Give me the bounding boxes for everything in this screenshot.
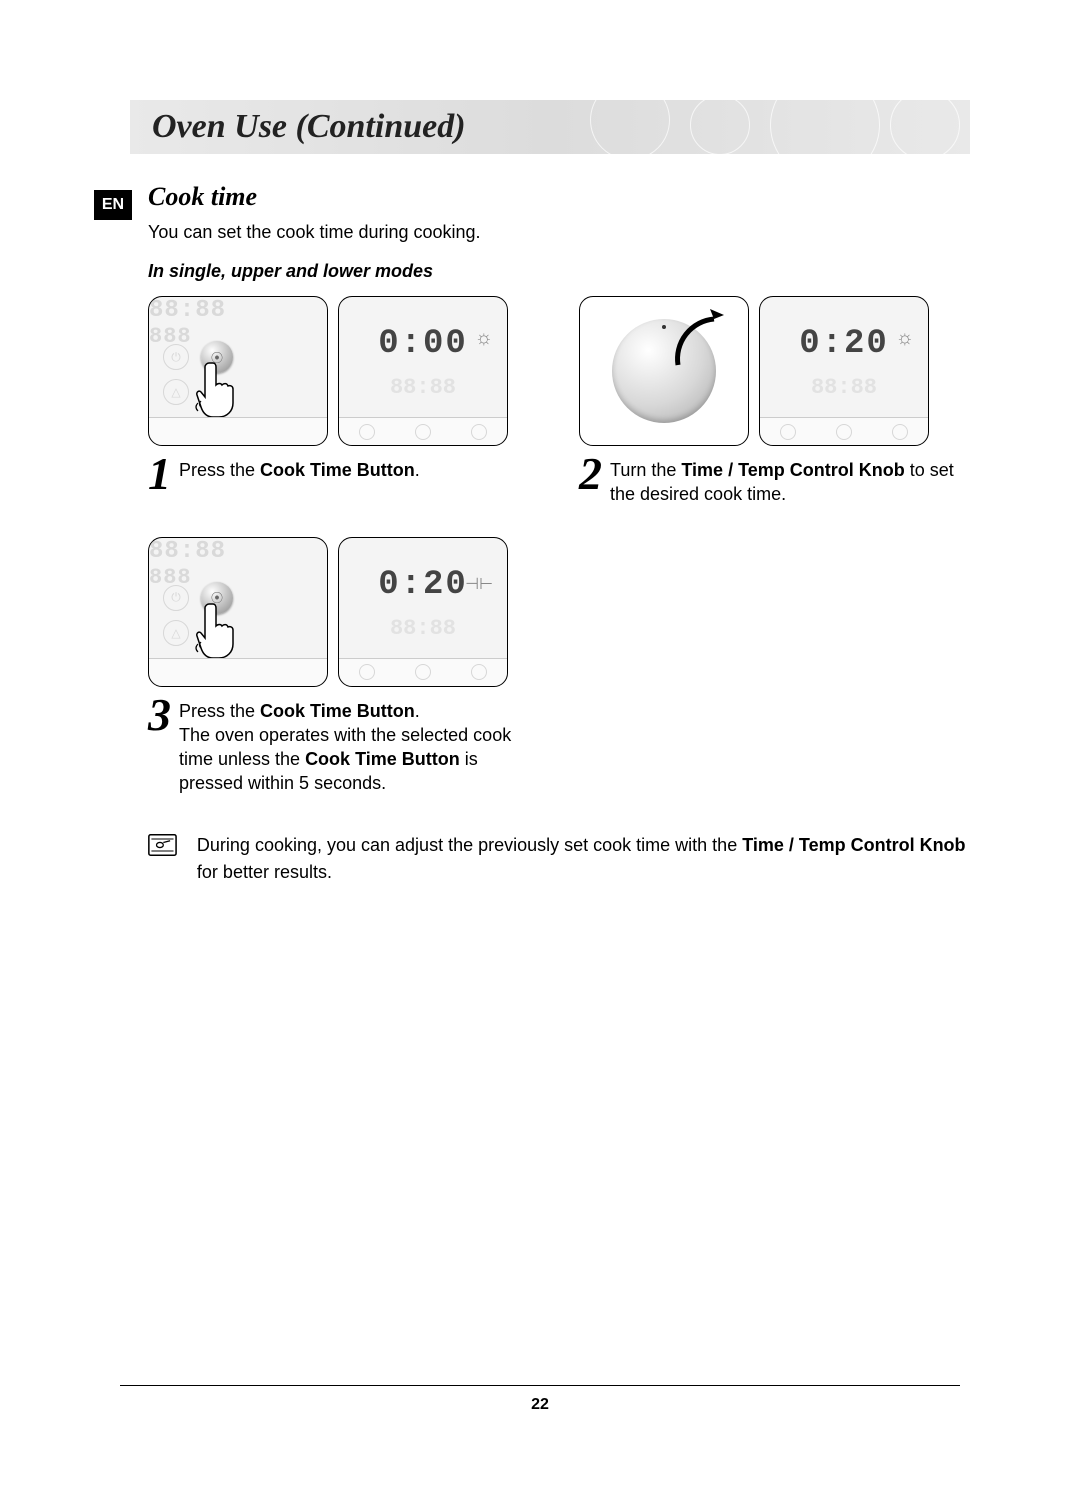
display-panel: 0:20 ☼ 88:88 — [759, 296, 929, 446]
knob-panel — [579, 296, 749, 446]
text-fragment: . — [415, 701, 420, 721]
section-header-bar: Oven Use (Continued) — [130, 100, 970, 154]
text-bold: Time / Temp Control Knob — [681, 460, 904, 480]
text-fragment: for better results. — [197, 862, 332, 882]
step-text: Turn the Time / Temp Control Knob to set… — [610, 456, 970, 507]
note-row: During cooking, you can adjust the previ… — [148, 832, 970, 886]
step-2: 0:20 ☼ 88:88 2 Turn the Time / Temp Cont… — [579, 296, 970, 507]
display-panel: 0:00 ☼ 88:88 — [338, 296, 508, 446]
manual-page: Oven Use (Continued) EN Cook time You ca… — [0, 0, 1080, 1486]
step-text: Press the Cook Time Button. — [179, 456, 420, 493]
ghost-segment: 88:88 — [149, 538, 327, 565]
step-2-illustration: 0:20 ☼ 88:88 — [579, 296, 970, 446]
control-panel-left: 88:88 888 ⏻ ⦿ △ — [148, 537, 328, 687]
subsection-title: Cook time — [148, 182, 970, 212]
ghost-segment: 88:88 — [149, 297, 327, 324]
section-header-title: Oven Use (Continued) — [152, 108, 466, 146]
timer-icon: ⊣⊢ — [465, 574, 493, 594]
content-area: Cook time You can set the cook time duri… — [148, 182, 970, 886]
ghost-segment: 88:88 — [339, 616, 507, 641]
text-bold: Cook Time Button — [260, 460, 415, 480]
language-badge: EN — [94, 190, 132, 220]
note-text: During cooking, you can adjust the previ… — [197, 832, 970, 886]
step-3: 88:88 888 ⏻ ⦿ △ — [148, 537, 539, 796]
step-3-illustration: 88:88 888 ⏻ ⦿ △ — [148, 537, 539, 687]
ghost-button: ⏻ — [163, 344, 189, 370]
note-icon — [148, 832, 177, 858]
hand-cursor-icon — [193, 598, 243, 662]
text-fragment: . — [415, 460, 420, 480]
display-panel: 0:20 ⊣⊢ 88:88 — [338, 537, 508, 687]
text-bold: Time / Temp Control Knob — [742, 835, 965, 855]
text-fragment: Turn the — [610, 460, 681, 480]
ghost-segment: 88:88 — [339, 375, 507, 400]
steps-grid: 88:88 888 ⏻ ⦿ △ — [148, 296, 970, 796]
text-bold: Cook Time Button — [260, 701, 415, 721]
page-footer: 22 — [0, 1385, 1080, 1414]
page-number: 22 — [0, 1396, 1080, 1414]
sun-icon: ☼ — [896, 327, 914, 350]
text-bold: Cook Time Button — [305, 749, 460, 769]
text-fragment: Press the — [179, 460, 260, 480]
ghost-button: ⏻ — [163, 585, 189, 611]
step-number: 2 — [579, 456, 602, 507]
text-fragment: During cooking, you can adjust the previ… — [197, 835, 742, 855]
step-1: 88:88 888 ⏻ ⦿ △ — [148, 296, 539, 507]
rotate-arrow-icon — [668, 307, 728, 377]
step-number: 3 — [148, 697, 171, 796]
ghost-button: △ — [163, 620, 189, 646]
step-text: Press the Cook Time Button. The oven ope… — [179, 697, 539, 796]
mode-label: In single, upper and lower modes — [148, 261, 970, 282]
header-decoration — [570, 100, 970, 154]
ghost-segment: 88:88 — [760, 375, 928, 400]
step-3-caption: 3 Press the Cook Time Button. The oven o… — [148, 697, 539, 796]
ghost-button: △ — [163, 379, 189, 405]
hand-cursor-icon — [193, 357, 243, 421]
panel-bottom-bar — [149, 658, 327, 686]
text-fragment: Press the — [179, 701, 260, 721]
intro-text: You can set the cook time during cooking… — [148, 222, 970, 243]
step-1-caption: 1 Press the Cook Time Button. — [148, 456, 539, 493]
step-1-illustration: 88:88 888 ⏻ ⦿ △ — [148, 296, 539, 446]
panel-bottom-bar — [149, 417, 327, 445]
step-number: 1 — [148, 456, 171, 493]
control-panel-left: 88:88 888 ⏻ ⦿ △ — [148, 296, 328, 446]
panel-bottom-bar — [339, 658, 507, 686]
panel-bottom-bar — [760, 417, 928, 445]
step-2-caption: 2 Turn the Time / Temp Control Knob to s… — [579, 456, 970, 507]
panel-bottom-bar — [339, 417, 507, 445]
sun-icon: ☼ — [475, 327, 493, 350]
